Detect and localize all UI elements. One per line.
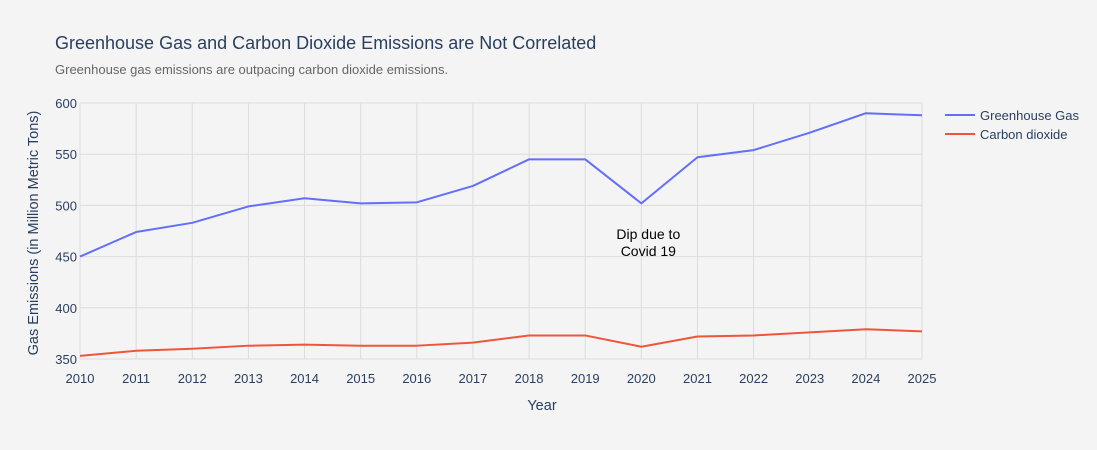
y-tick-label: 450 bbox=[55, 250, 77, 265]
x-tick-label: 2021 bbox=[683, 371, 712, 386]
x-tick-label: 2014 bbox=[290, 371, 319, 386]
chart-title: Greenhouse Gas and Carbon Dioxide Emissi… bbox=[55, 33, 597, 53]
series-line-carbon-dioxide bbox=[79, 328, 923, 357]
x-tick-label: 2012 bbox=[178, 371, 207, 386]
x-tick-label: 2017 bbox=[458, 371, 487, 386]
y-tick-label: 400 bbox=[55, 301, 77, 316]
y-tick-label: 500 bbox=[55, 198, 77, 213]
y-tick-label: 550 bbox=[55, 147, 77, 162]
x-tick-label: 2011 bbox=[122, 371, 150, 386]
y-tick-label: 350 bbox=[55, 352, 77, 367]
x-tick-label: 2020 bbox=[627, 371, 656, 386]
chart-subtitle: Greenhouse gas emissions are outpacing c… bbox=[55, 62, 449, 77]
x-tick-label: 2018 bbox=[515, 371, 544, 386]
x-tick-label: 2023 bbox=[795, 371, 824, 386]
x-tick-label: 2016 bbox=[402, 371, 431, 386]
x-tick-label: 2019 bbox=[571, 371, 600, 386]
x-tick-label: 2013 bbox=[234, 371, 263, 386]
x-tick-label: 2010 bbox=[66, 371, 95, 386]
legend-item-label: Carbon dioxide bbox=[980, 127, 1067, 142]
x-tick-label: 2024 bbox=[851, 371, 880, 386]
y-tick-label: 600 bbox=[55, 96, 77, 111]
x-axis-title: Year bbox=[527, 398, 556, 414]
y-axis-title: Gas Emissions (in Million Metric Tons) bbox=[26, 111, 42, 356]
x-tick-label: 2015 bbox=[346, 371, 375, 386]
annotation-text: Dip due to Covid 19 bbox=[616, 226, 680, 259]
series-line-greenhouse-gas bbox=[79, 112, 923, 258]
legend-item-label: Greenhouse Gas bbox=[980, 108, 1080, 123]
x-tick-label: 2025 bbox=[908, 371, 937, 386]
x-tick-label: 2022 bbox=[739, 371, 768, 386]
